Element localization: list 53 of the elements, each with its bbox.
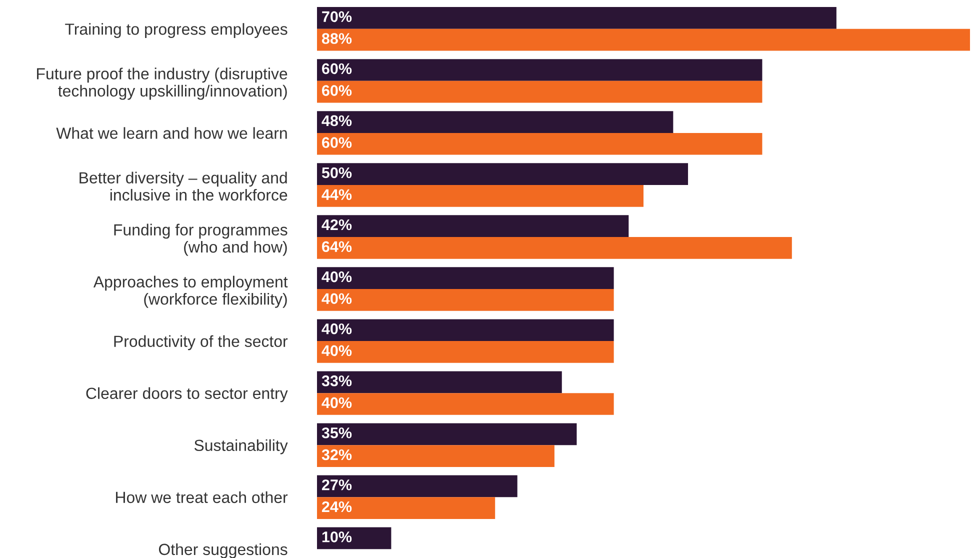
data-label: 70% bbox=[322, 11, 352, 22]
data-label: 64% bbox=[322, 241, 352, 252]
y-tick-label: Funding for programmes (who and how) bbox=[114, 224, 288, 256]
bar bbox=[317, 184, 644, 207]
bar bbox=[317, 319, 614, 342]
bar bbox=[317, 80, 762, 103]
bar bbox=[317, 59, 762, 81]
data-label: 42% bbox=[322, 219, 352, 230]
data-label: 60% bbox=[322, 137, 352, 148]
y-tick-label: Clearer doors to sector entry bbox=[86, 387, 288, 402]
y-tick-label: What we learn and how we learn bbox=[56, 127, 287, 139]
y-tick-label: Training to progress employees bbox=[65, 23, 288, 38]
bar bbox=[317, 236, 792, 259]
data-label: 32% bbox=[322, 449, 352, 460]
bar bbox=[317, 371, 562, 394]
y-tick-label: Future proof the industry (disruptive technology upskilling/innovation) bbox=[37, 68, 288, 100]
bar bbox=[317, 215, 629, 237]
bar bbox=[317, 7, 836, 29]
bar bbox=[317, 527, 392, 550]
y-tick-label: Productivity of the sector bbox=[114, 335, 288, 350]
bar bbox=[317, 341, 614, 363]
data-label: 10% bbox=[322, 532, 352, 542]
data-label: 40% bbox=[322, 345, 352, 356]
bar bbox=[317, 393, 614, 415]
data-label: 27% bbox=[322, 479, 352, 490]
data-label: 24% bbox=[322, 501, 352, 512]
y-tick-label: Other suggestions bbox=[158, 543, 288, 558]
bar bbox=[317, 111, 674, 133]
bar bbox=[317, 475, 518, 498]
y-tick-label: How we treat each other bbox=[116, 491, 288, 504]
data-label: 88% bbox=[322, 33, 352, 44]
data-label: 35% bbox=[322, 427, 352, 438]
data-label: 60% bbox=[322, 85, 352, 96]
bar bbox=[317, 267, 614, 290]
y-tick-label: Approaches to employment (workforce flexibility) bbox=[93, 276, 288, 308]
bar bbox=[317, 423, 577, 446]
data-label: 48% bbox=[322, 115, 352, 126]
bar bbox=[317, 289, 614, 311]
data-label: 33% bbox=[322, 375, 352, 386]
data-label: 50% bbox=[322, 167, 352, 178]
data-label: 40% bbox=[322, 397, 352, 408]
bar bbox=[317, 445, 554, 467]
y-tick-label: Sustainability bbox=[194, 439, 288, 454]
bar bbox=[317, 132, 762, 155]
data-label: 40% bbox=[322, 293, 352, 304]
bar bbox=[317, 28, 970, 51]
bar bbox=[317, 497, 496, 519]
data-label: 40% bbox=[322, 271, 352, 282]
data-label: 40% bbox=[322, 323, 352, 334]
y-tick-label: Better diversity – equality and inclusive in the workforce bbox=[80, 172, 288, 201]
bar bbox=[317, 163, 688, 185]
data-label: 44% bbox=[322, 189, 352, 200]
data-label: 60% bbox=[322, 63, 352, 74]
